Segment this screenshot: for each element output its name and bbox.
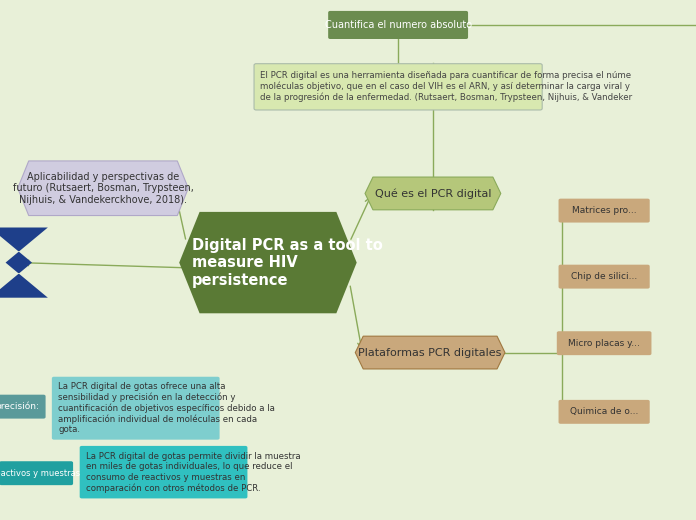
Text: Matrices pro...: Matrices pro...: [572, 206, 636, 215]
FancyBboxPatch shape: [254, 64, 542, 110]
Text: Micro placas y...: Micro placas y...: [568, 339, 640, 348]
Text: precisión:: precisión:: [0, 402, 40, 411]
Text: Aplicabilidad y perspectivas de
futuro (Rutsaert, Bosman, Trypsteen,
Nijhuis, & : Aplicabilidad y perspectivas de futuro (…: [13, 172, 193, 205]
Text: Chip de silici...: Chip de silici...: [571, 272, 638, 281]
Text: Digital PCR as a tool to
measure HIV
persistence: Digital PCR as a tool to measure HIV per…: [192, 238, 383, 288]
FancyBboxPatch shape: [0, 461, 73, 485]
Text: Plataformas PCR digitales: Plataformas PCR digitales: [358, 347, 502, 358]
Polygon shape: [365, 177, 501, 210]
Text: reactivos y muestras: reactivos y muestras: [0, 469, 80, 478]
FancyBboxPatch shape: [328, 11, 468, 39]
FancyBboxPatch shape: [79, 446, 248, 498]
FancyBboxPatch shape: [0, 395, 46, 419]
FancyBboxPatch shape: [557, 331, 651, 355]
Polygon shape: [180, 212, 356, 313]
Text: La PCR digital de gotas ofrece una alta
sensibilidad y precisión en la detección: La PCR digital de gotas ofrece una alta …: [58, 382, 275, 434]
Text: Quimica de o...: Quimica de o...: [570, 407, 638, 417]
FancyBboxPatch shape: [558, 400, 650, 424]
Text: La PCR digital de gotas permite dividir la muestra
en miles de gotas individuale: La PCR digital de gotas permite dividir …: [86, 452, 301, 492]
Text: Cuantifica el numero absoluto: Cuantifica el numero absoluto: [324, 20, 472, 30]
Text: El PCR digital es una herramienta diseñada para cuantificar de forma precisa el : El PCR digital es una herramienta diseña…: [260, 71, 632, 102]
FancyBboxPatch shape: [558, 199, 650, 223]
Polygon shape: [355, 336, 505, 369]
Polygon shape: [0, 228, 48, 297]
FancyBboxPatch shape: [52, 376, 220, 439]
Text: Qué es el PCR digital: Qué es el PCR digital: [374, 188, 491, 199]
Polygon shape: [17, 161, 188, 215]
FancyBboxPatch shape: [558, 265, 650, 289]
